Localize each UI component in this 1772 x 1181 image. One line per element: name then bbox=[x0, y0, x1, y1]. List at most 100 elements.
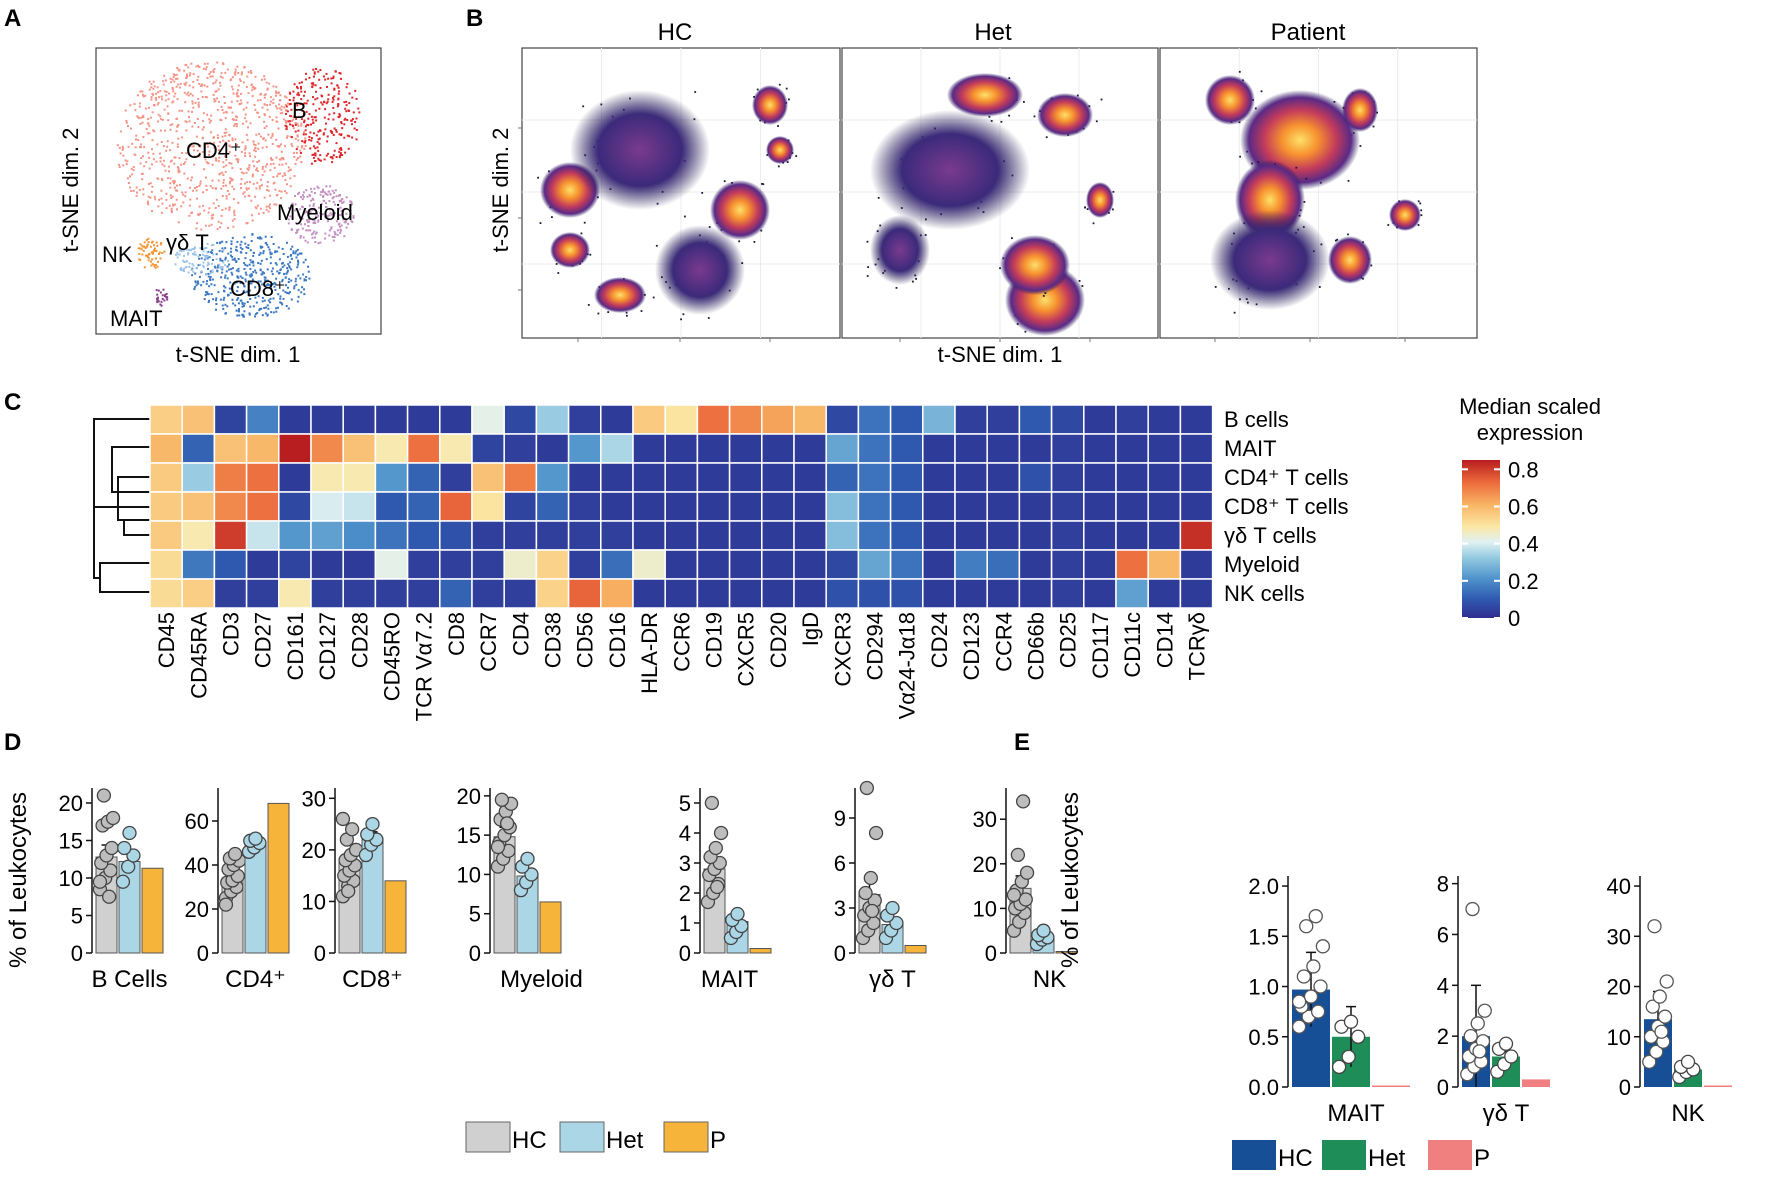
legend-e-p-swatch bbox=[1428, 1140, 1472, 1170]
tsne-a-dot bbox=[304, 129, 307, 132]
heatmap-cell bbox=[439, 491, 473, 522]
heatmap-cell bbox=[793, 491, 827, 522]
heatmap-cell bbox=[245, 520, 280, 551]
tsne-a-dot bbox=[138, 252, 141, 255]
tsne-a-dot bbox=[297, 214, 300, 217]
tsne-a-dot bbox=[226, 265, 229, 268]
tsne-a-dot bbox=[294, 209, 297, 212]
tsne-a-dot bbox=[285, 162, 288, 165]
tsne-a-dot bbox=[185, 73, 188, 76]
tsne-a-dot bbox=[263, 114, 266, 117]
tsne-a-label-mait: MAIT bbox=[110, 306, 163, 331]
tsne-a-dot bbox=[190, 249, 193, 252]
heatmap-cell bbox=[374, 462, 409, 493]
tsne-a-dot bbox=[244, 263, 247, 266]
tsne-a-dot bbox=[183, 261, 186, 263]
tsne-a-dot bbox=[225, 241, 228, 244]
tsne-a-dot bbox=[235, 260, 238, 263]
panel-label-c: C bbox=[4, 389, 21, 416]
tsne-a-dot bbox=[240, 299, 243, 302]
tsne-a-dot bbox=[313, 207, 316, 210]
tsne-a-dot bbox=[173, 156, 176, 159]
tsne-a-dot bbox=[200, 257, 203, 260]
tsne-a-dot bbox=[253, 251, 255, 254]
tsne-a-dot bbox=[230, 106, 232, 109]
tsne-a-dot bbox=[316, 141, 319, 144]
heatmap-cell bbox=[1115, 404, 1149, 435]
tsne-a-dot bbox=[243, 66, 246, 69]
facet-dot bbox=[895, 287, 898, 289]
tsne-a-dot bbox=[234, 115, 237, 118]
tsne-a-dot bbox=[338, 199, 341, 202]
facet-dot bbox=[1420, 214, 1423, 217]
tsne-a-dot bbox=[308, 138, 311, 141]
data-point bbox=[1680, 1054, 1696, 1070]
tsne-a-dot bbox=[194, 272, 197, 275]
heatmap-cell bbox=[310, 462, 344, 493]
tsne-a-dot bbox=[292, 152, 295, 155]
facet-dot bbox=[761, 183, 763, 185]
tsne-a-dot bbox=[182, 249, 185, 252]
tsne-a-dot bbox=[316, 215, 319, 218]
data-point bbox=[1647, 919, 1662, 934]
data-point bbox=[1472, 1044, 1487, 1059]
tsne-a-dot bbox=[205, 246, 208, 249]
tsne-a-dot bbox=[306, 123, 309, 126]
tsne-a-dot bbox=[297, 289, 300, 292]
tsne-a-dot bbox=[213, 68, 216, 70]
tsne-a-dot bbox=[254, 313, 257, 316]
tsne-a-dot bbox=[188, 204, 191, 207]
tsne-a-dot bbox=[286, 271, 289, 274]
tsne-a-dot bbox=[209, 75, 212, 78]
tsne-a-dot bbox=[278, 99, 281, 102]
tsne-a-dot bbox=[173, 162, 176, 165]
heatmap-cell bbox=[986, 491, 1021, 522]
heatmap-cell bbox=[535, 404, 570, 435]
tsne-a-dot bbox=[294, 252, 297, 255]
tsne-a-dot bbox=[276, 175, 279, 178]
tsne-a-dot bbox=[287, 307, 290, 310]
tsne-a-dot bbox=[188, 262, 191, 265]
tsne-a-dot bbox=[304, 133, 307, 136]
tsne-a-dot bbox=[286, 269, 289, 272]
tsne-a-dot bbox=[326, 215, 329, 218]
tsne-a-dot bbox=[201, 83, 203, 86]
tsne-a-dot bbox=[151, 148, 153, 151]
tsne-a-dot bbox=[272, 102, 275, 105]
tsne-a-dot bbox=[235, 122, 238, 125]
heatmap-cell bbox=[503, 549, 538, 580]
tsne-a-dot bbox=[229, 254, 232, 257]
tsne-a-dot bbox=[279, 301, 282, 304]
tsne-a-dot bbox=[247, 187, 250, 190]
subplot-title: MAIT bbox=[701, 966, 759, 993]
tsne-a-dot bbox=[187, 253, 190, 256]
heatmap-row-label: CD4⁺ T cells bbox=[1224, 465, 1349, 490]
tsne-a-dot bbox=[245, 252, 248, 254]
tsne-a-dot bbox=[176, 77, 179, 80]
tsne-a-dot bbox=[308, 76, 311, 79]
tsne-a-dot bbox=[260, 78, 263, 81]
tsne-a-dot bbox=[333, 95, 336, 98]
tsne-a-dot bbox=[174, 92, 177, 95]
tsne-a-dot bbox=[296, 266, 299, 269]
tsne-a-dot bbox=[288, 291, 291, 294]
tsne-a-dot bbox=[254, 75, 257, 78]
tsne-a-dot bbox=[237, 309, 240, 312]
facet-dot bbox=[912, 280, 914, 283]
heatmap-cell bbox=[793, 578, 827, 609]
tsne-a-dot bbox=[321, 103, 324, 106]
tsne-a-dot bbox=[301, 217, 304, 220]
tsne-a-dot bbox=[138, 102, 141, 105]
heatmap-cell bbox=[1147, 462, 1182, 493]
heatmap-cell bbox=[374, 578, 409, 609]
facet-dot bbox=[1239, 155, 1241, 158]
tsne-a-dot bbox=[151, 139, 154, 142]
tsne-a-dot bbox=[224, 71, 227, 74]
tsne-a-dot bbox=[259, 207, 262, 210]
tsne-a-dot bbox=[278, 271, 281, 274]
tsne-a-dot bbox=[283, 273, 286, 275]
tsne-a-dot bbox=[251, 95, 254, 98]
tsne-a-dot bbox=[118, 163, 121, 166]
y-tick-label: 0 bbox=[197, 941, 209, 966]
tsne-a-dot bbox=[265, 146, 268, 148]
